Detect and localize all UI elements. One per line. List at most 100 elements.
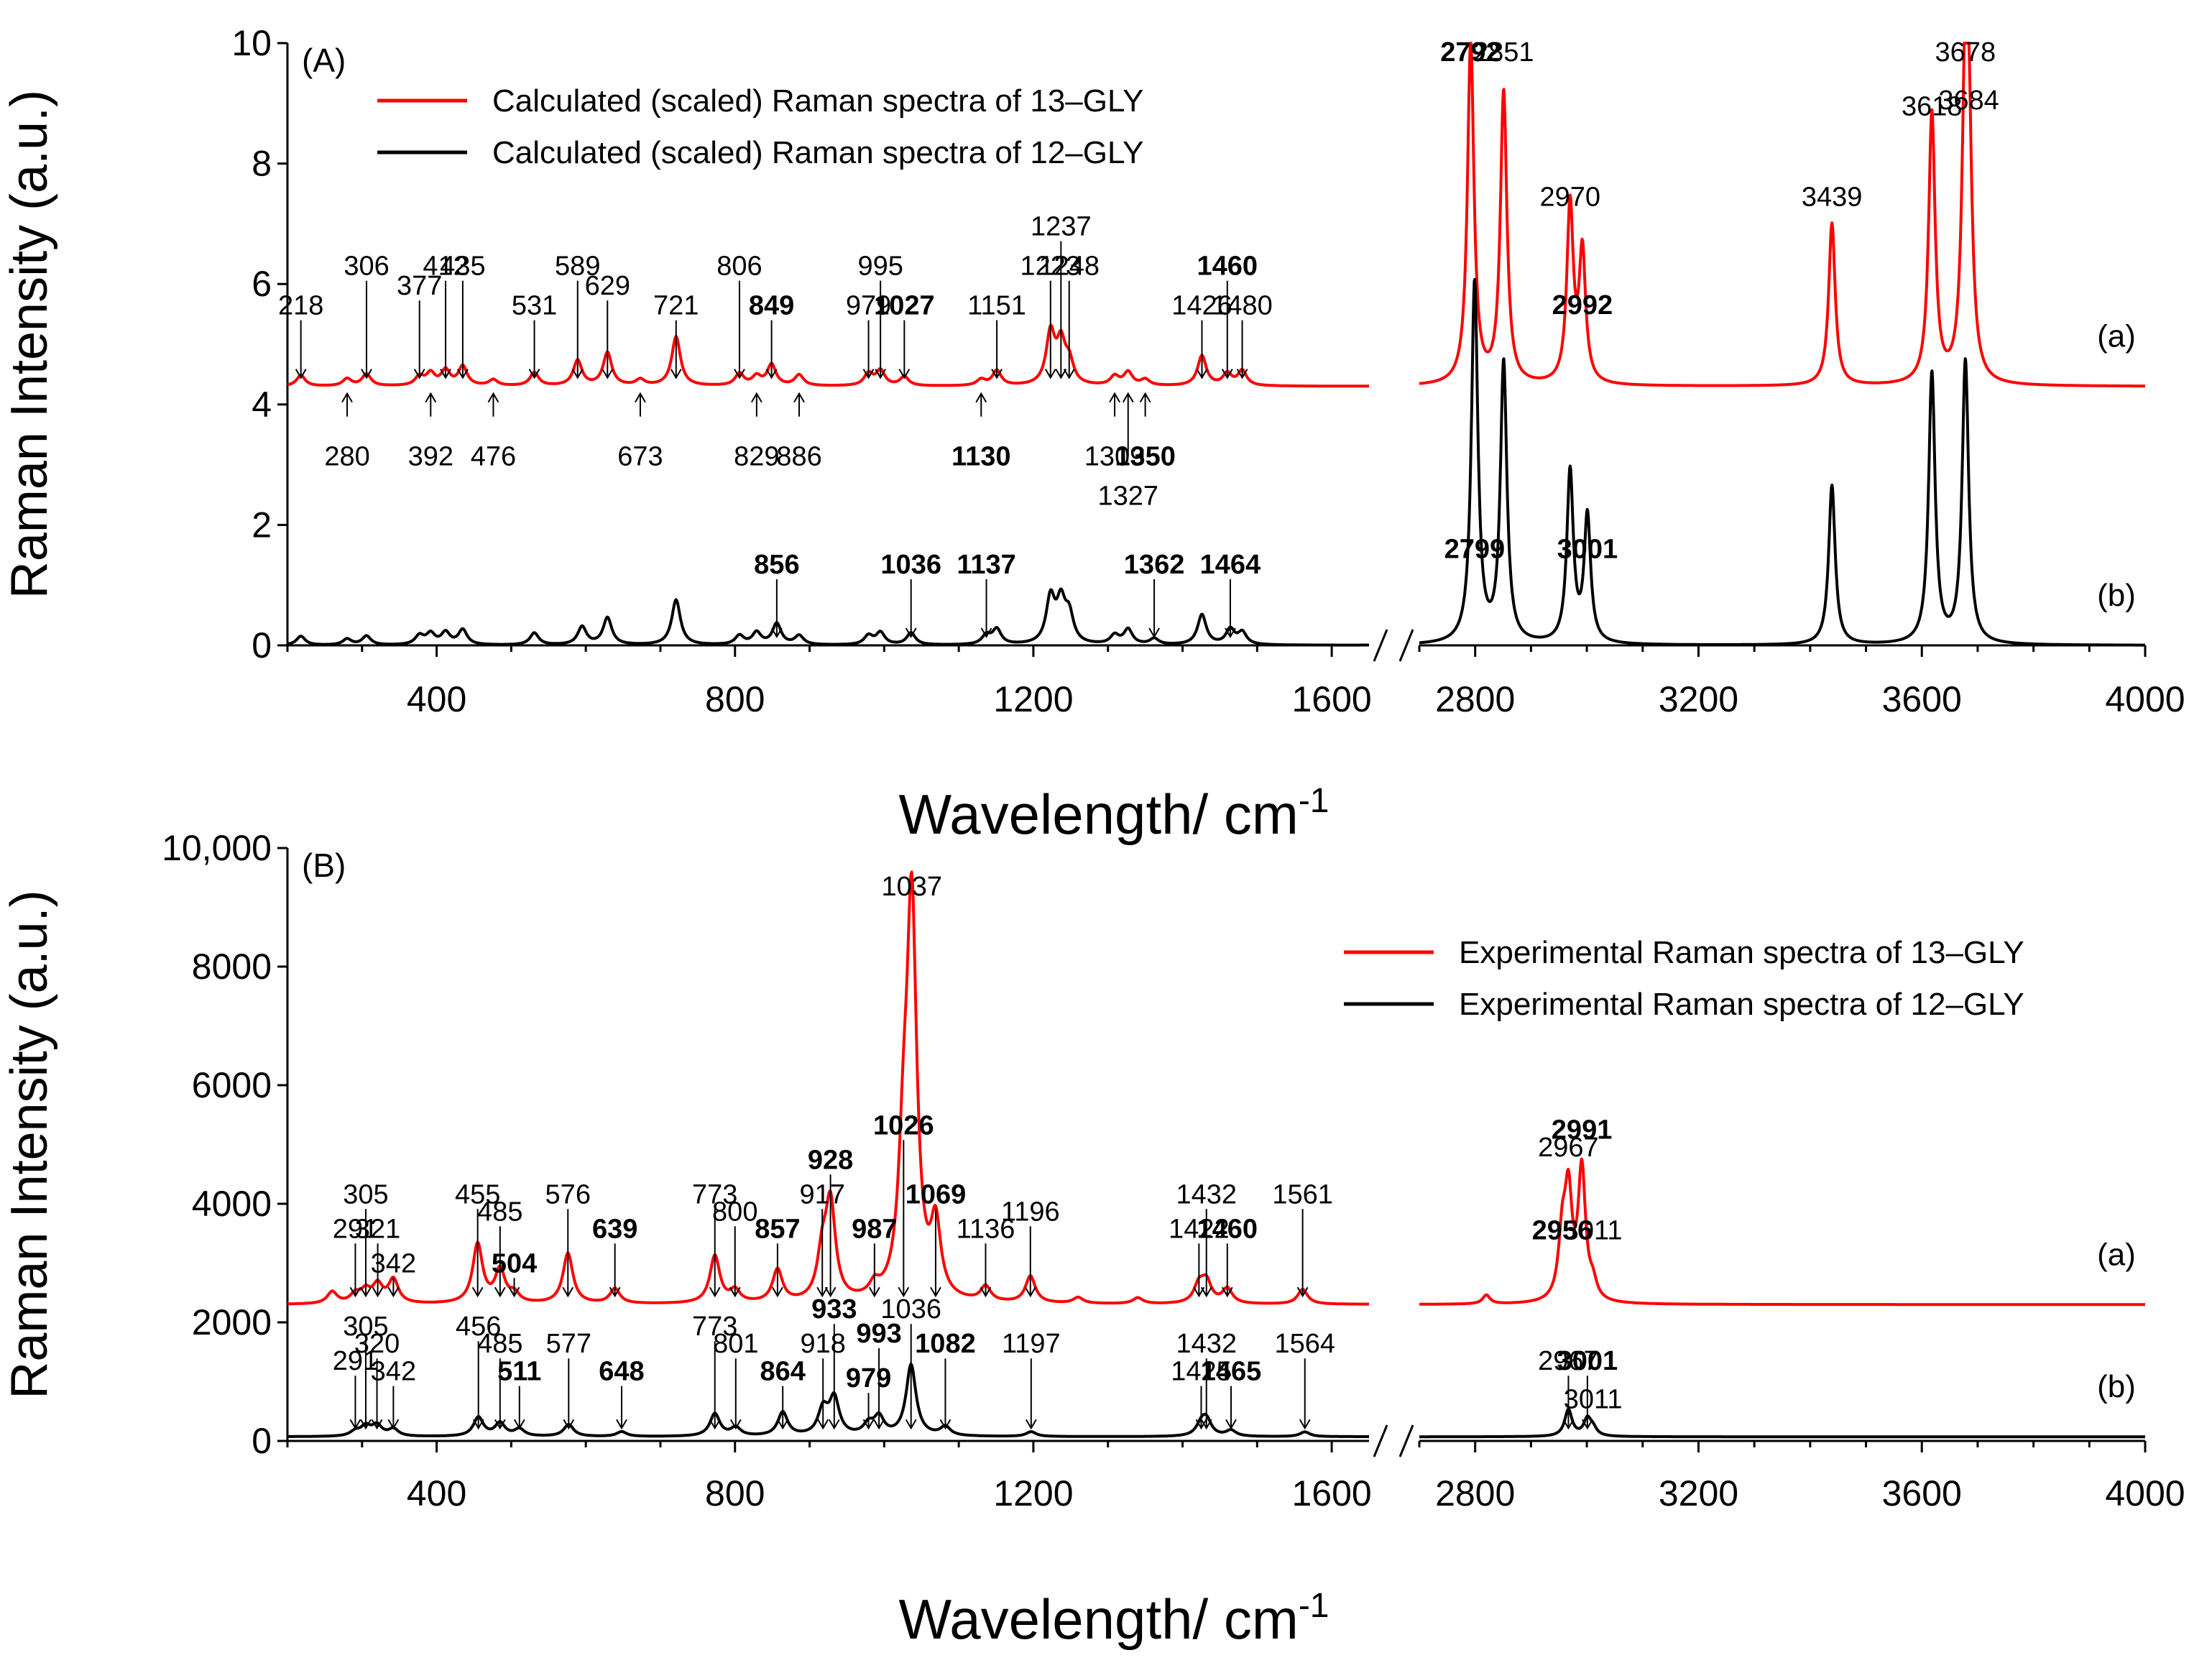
peak-label: 218 [278, 291, 323, 321]
peak-label: 1026 [873, 1110, 934, 1141]
peak-label: 1564 [1274, 1329, 1335, 1359]
peak-arrowhead [472, 1419, 484, 1430]
peak-arrowhead [1025, 1419, 1037, 1430]
peak-arrowhead [1063, 369, 1075, 379]
peak-arrowhead [635, 392, 646, 403]
peak-label: 993 [856, 1319, 901, 1349]
peak-arrowhead [1024, 1286, 1036, 1298]
y-tick-label: 8 [252, 144, 272, 184]
peak-label: 3439 [1802, 182, 1863, 212]
x-tick-label: 4000 [2105, 679, 2185, 719]
peak-label: 1151 [967, 291, 1026, 321]
peak-label: 342 [371, 1357, 416, 1387]
peak-arrowhead [793, 392, 805, 403]
legend-label: Experimental Raman spectra of 12–GLY [1459, 987, 2024, 1022]
peak-arrowhead [602, 369, 614, 379]
peak-arrowhead [765, 369, 778, 379]
peak-arrowhead [930, 1286, 941, 1298]
peak-label: 800 [712, 1197, 757, 1227]
peak-label: 1036 [880, 550, 941, 580]
peak-arrowhead [817, 1419, 829, 1430]
peak-arrowhead [875, 369, 887, 379]
peak-arrowhead [487, 392, 499, 403]
peak-arrowhead [349, 1286, 361, 1298]
peak-arrowhead [771, 627, 783, 638]
peak-arrowhead [980, 1286, 992, 1298]
x-tick-label: 3200 [1659, 1473, 1738, 1514]
peak-arrowhead [341, 392, 353, 403]
series-b: (b)2913053203424564855115776487738018649… [287, 1294, 2147, 1439]
peak-label: 629 [585, 271, 630, 301]
peak-label: 455 [455, 1179, 500, 1210]
peak-arrowhead [824, 1286, 837, 1298]
peak-label: 1460 [1197, 1214, 1258, 1244]
peak-label: 1248 [1038, 252, 1100, 282]
peak-label: 2967 [1538, 1133, 1599, 1163]
peak-arrowhead [709, 1286, 721, 1298]
peak-arrowhead [360, 1286, 372, 1298]
peak-arrowhead [816, 1286, 829, 1298]
peak-arrowhead [734, 369, 745, 379]
peak-label: 886 [776, 442, 821, 472]
peak-arrowhead [563, 1419, 575, 1430]
peak-arrowhead [873, 1419, 885, 1430]
peak-label: 648 [599, 1357, 644, 1387]
peak-arrowhead [939, 1419, 951, 1430]
peak-label: 806 [716, 252, 762, 282]
panel-A: 0 2 4 6 8 10 400 800 1200 1600 2800 3200 3600 4000 Wav… [1, 23, 2185, 846]
y-tick-label: 0 [252, 625, 272, 665]
x-axis-title-superscript: -1 [1299, 1587, 1329, 1625]
panel-label: (A) [302, 42, 346, 79]
x-tick-label: 1200 [993, 679, 1073, 719]
peak-label: 773 [692, 1179, 737, 1210]
spectrum-line [1418, 42, 2147, 388]
spectrum-line [1418, 1407, 2147, 1439]
series-tag: (b) [2097, 1369, 2136, 1404]
x-tick-label: 2800 [1435, 679, 1515, 719]
axis-break-mark [1398, 629, 1414, 662]
panel-B: 0 2000 4000 6000 8000 10,000 400 800 1200 1600 280… [1, 828, 2185, 1651]
peak-arrowhead [494, 1419, 506, 1430]
y-axis-title: Raman Intensity (a.u.) [1, 890, 58, 1399]
peak-label: 485 [477, 1329, 522, 1359]
x-axis-title: Wavelength/ cm-1 [898, 782, 1329, 846]
peak-arrowhead [1225, 1419, 1237, 1430]
peak-label: 3684 [1938, 86, 1999, 116]
peak-arrowhead [1044, 369, 1056, 379]
series-tag: (a) [2097, 1237, 2136, 1272]
peak-arrowhead [457, 369, 469, 379]
x-tick-label: 800 [705, 1473, 765, 1514]
peak-label: 1069 [905, 1179, 967, 1210]
peak-label: 1136 [957, 1214, 1015, 1244]
peak-label: 1350 [1115, 442, 1176, 472]
peak-label: 1465 [1201, 1357, 1262, 1387]
peak-label: 435 [440, 252, 485, 282]
legend: Experimental Raman spectra of 13–GLY Expe… [1344, 935, 2024, 1022]
peak-arrowhead [387, 1419, 400, 1430]
peak-arrowhead [349, 1419, 361, 1430]
peak-arrowhead [670, 369, 682, 379]
peak-label: 291 [333, 1214, 378, 1244]
peak-label: 917 [799, 1179, 844, 1210]
peak-arrowhead [975, 392, 987, 403]
y-tick-label: 6 [252, 264, 272, 304]
peak-arrowhead [360, 1419, 372, 1430]
peak-label: 392 [408, 442, 453, 472]
y-tick-label: 2000 [192, 1302, 272, 1342]
peak-arrowhead [413, 369, 425, 379]
x-tick-label: 3200 [1659, 679, 1738, 719]
peak-arrowhead [440, 369, 451, 379]
peak-arrowhead [1196, 369, 1208, 379]
peak-arrowhead [508, 1286, 520, 1298]
peak-label: 1432 [1176, 1179, 1237, 1210]
peak-label: 305 [343, 1312, 388, 1342]
peak-label: 2967 [1538, 1346, 1599, 1376]
peak-label: 1309 [1084, 442, 1146, 472]
peak-arrowhead [868, 1286, 880, 1298]
peak-arrowhead [905, 1419, 917, 1430]
peak-label: 1561 [1272, 1179, 1333, 1210]
peak-arrowhead [1296, 1286, 1309, 1298]
peak-arrowhead [1562, 1419, 1575, 1430]
peak-arrowhead [1221, 369, 1233, 379]
peak-label: 857 [755, 1214, 800, 1244]
